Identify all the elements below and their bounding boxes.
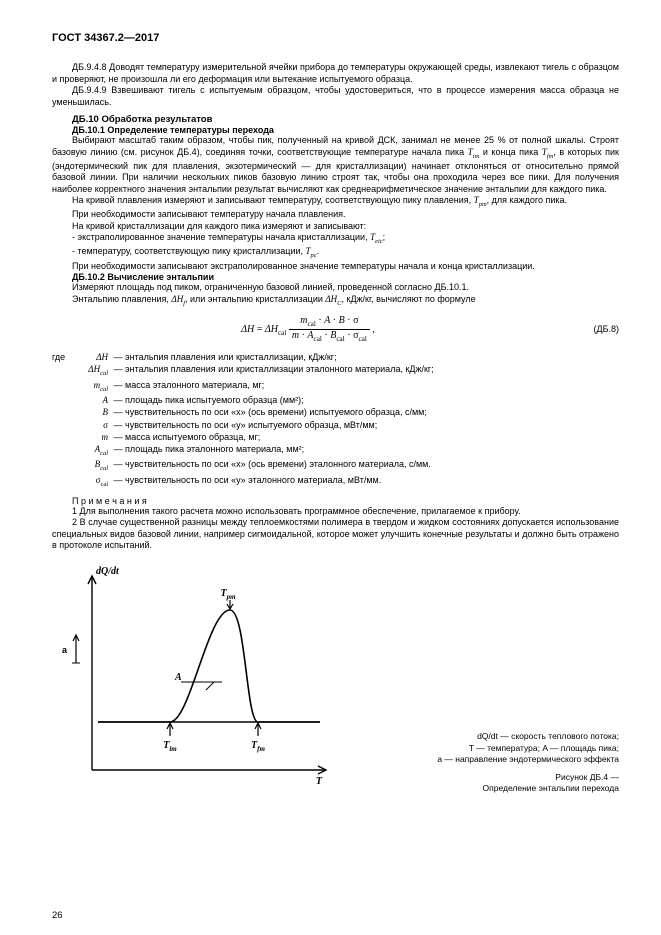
chart-container: dQ/dt T Tpm Tim Tfm Aa bbox=[52, 562, 340, 803]
def-text: чувствительность по оси «y» эталонного м… bbox=[125, 474, 619, 490]
caption-line: dQ/dt — скорость теплового потока; bbox=[350, 731, 619, 742]
def-symbol: B bbox=[74, 406, 111, 418]
notes-heading: П р и м е ч а н и я bbox=[52, 496, 619, 506]
svg-text:dQ/dt: dQ/dt bbox=[96, 566, 120, 577]
dash: — bbox=[111, 406, 125, 418]
para-db-10-1-b: На кривой плавления измеряют и записываю… bbox=[52, 195, 619, 209]
def-symbol: σ bbox=[74, 419, 111, 431]
dash: — bbox=[111, 474, 125, 490]
para-db-10-2-b: Энтальпию плавления, ΔHf, или энтальпию … bbox=[52, 294, 619, 308]
formula-expression: ΔH = ΔHcal mcal · A · B · σ m · Acal · B… bbox=[52, 316, 564, 343]
caption-line: a — направление эндотермического эффекта bbox=[350, 754, 619, 765]
def-symbol: ΔHcal bbox=[74, 363, 111, 379]
def-dH: где ΔH — энтальпия плавления или кристал… bbox=[52, 351, 619, 363]
heading-db-10-2: ДБ.10.2 Вычисление энтальпии bbox=[52, 272, 619, 282]
dash: — bbox=[111, 419, 125, 431]
dash: — bbox=[111, 351, 125, 363]
text: Энтальпию плавления, bbox=[72, 294, 171, 304]
def-text: чувствительность по оси «x» (ось времени… bbox=[125, 458, 619, 474]
def-text: энтальпия плавления или кристаллизации э… bbox=[125, 363, 619, 379]
para-db-10-1-e: При необходимости записывают экстраполир… bbox=[52, 261, 619, 273]
dash: — bbox=[111, 431, 125, 443]
svg-text:Tfm: Tfm bbox=[251, 740, 265, 753]
dash: — bbox=[111, 363, 125, 379]
note-1: 1 Для выполнения такого расчета можно ис… bbox=[52, 506, 619, 518]
dash: — bbox=[111, 443, 125, 459]
text: , кДж/кг, вычисляют по формуле bbox=[342, 294, 476, 304]
def-sigmacal: σcal — чувствительность по оси «y» этало… bbox=[52, 474, 619, 490]
figure-caption: dQ/dt — скорость теплового потока; T — т… bbox=[340, 562, 619, 803]
para-db-10-1-c: При необходимости записывают температуру… bbox=[52, 209, 619, 221]
def-symbol: σcal bbox=[74, 474, 111, 490]
svg-text:Tpm: Tpm bbox=[220, 588, 236, 601]
text: . bbox=[317, 246, 320, 256]
text: На кривой плавления измеряют и записываю… bbox=[72, 195, 474, 205]
text: , или энтальпию кристаллизации bbox=[185, 294, 325, 304]
standard-id: ГОСТ 34367.2—2017 bbox=[52, 32, 619, 44]
symbol-T-im: Tim bbox=[468, 147, 479, 157]
where-label: где bbox=[52, 351, 74, 363]
caption-line: T — температура; A — площадь пика; bbox=[350, 743, 619, 754]
dash: — bbox=[111, 458, 125, 474]
def-mcal: mcal — масса эталонного материала, мг; bbox=[52, 379, 619, 395]
para-db-10-1-d: На кривой кристаллизации для каждого пик… bbox=[52, 221, 619, 233]
svg-text:Tim: Tim bbox=[163, 740, 177, 753]
def-Acal: Acal — площадь пика эталонного материала… bbox=[52, 443, 619, 459]
note-2: 2 В случае существенной разницы между те… bbox=[52, 517, 619, 552]
def-text: чувствительность по оси «x» (ось времени… bbox=[125, 406, 619, 418]
def-symbol: Bcal bbox=[74, 458, 111, 474]
def-A: A — площадь пика испытуемого образца (мм… bbox=[52, 394, 619, 406]
symbol-T-eic: Teic bbox=[370, 232, 383, 242]
svg-text:A: A bbox=[174, 672, 182, 683]
text: и конца пика bbox=[479, 147, 542, 157]
figure-db-4: dQ/dt T Tpm Tim Tfm Aa dQ/dt — скорость тепло… bbox=[52, 562, 619, 803]
symbol-T-pc: Tpc bbox=[306, 246, 317, 256]
text: , для каждого пика. bbox=[487, 195, 567, 205]
def-sigma: σ — чувствительность по оси «y» испытуем… bbox=[52, 419, 619, 431]
def-text: площадь пика эталонного материала, мм²; bbox=[125, 443, 619, 459]
symbol-dHf: ΔHf bbox=[171, 294, 185, 304]
bullet-Tpc: - температуру, соответствующую пику крис… bbox=[52, 246, 619, 260]
def-m: m — масса испытуемого образца, мг; bbox=[52, 431, 619, 443]
formula-number: (ДБ.8) bbox=[564, 324, 619, 334]
definitions-list: где ΔH — энтальпия плавления или кристал… bbox=[52, 351, 619, 489]
text: - экстраполированное значение температур… bbox=[72, 232, 370, 242]
def-text: масса испытуемого образца, мг; bbox=[125, 431, 619, 443]
def-B: B — чувствительность по оси «x» (ось вре… bbox=[52, 406, 619, 418]
def-symbol: A bbox=[74, 394, 111, 406]
def-Bcal: Bcal — чувствительность по оси «x» (ось … bbox=[52, 458, 619, 474]
heading-db-10-1: ДБ.10.1 Определение температуры перехода bbox=[52, 125, 619, 135]
def-symbol: Acal bbox=[74, 443, 111, 459]
text: - температуру, соответствующую пику крис… bbox=[72, 246, 306, 256]
heading-db-10: ДБ.10 Обработка результатов bbox=[52, 114, 619, 125]
para-db-9-4-8: ДБ.9.4.8 Доводят температуру измерительн… bbox=[52, 62, 619, 85]
svg-text:a: a bbox=[62, 645, 68, 655]
symbol-dHc: ΔHC bbox=[325, 294, 341, 304]
para-db-10-2-a: Измеряют площадь под пиком, ограниченную… bbox=[52, 282, 619, 294]
para-db-9-4-9: ДБ.9.4.9 Взвешивают тигель с испытуемым … bbox=[52, 85, 619, 108]
para-db-10-1-a: Выбирают масштаб таким образом, чтобы пи… bbox=[52, 135, 619, 195]
def-dHcal: ΔHcal — энтальпия плавления или кристалл… bbox=[52, 363, 619, 379]
svg-text:T: T bbox=[316, 776, 323, 787]
def-text: площадь пика испытуемого образца (мм²); bbox=[125, 394, 619, 406]
def-text: энтальпия плавления или кристаллизации, … bbox=[125, 351, 619, 363]
figure-title-line2: Определение энтальпии перехода bbox=[350, 783, 619, 794]
symbol-T-fm: Tfm bbox=[542, 147, 553, 157]
def-symbol: m bbox=[74, 431, 111, 443]
def-symbol: ΔH bbox=[74, 351, 111, 363]
page-number: 26 bbox=[52, 910, 63, 921]
def-text: чувствительность по оси «y» испытуемого … bbox=[125, 419, 619, 431]
bullet-Teic: - экстраполированное значение температур… bbox=[52, 232, 619, 246]
figure-title-line1: Рисунок ДБ.4 — bbox=[350, 772, 619, 783]
def-symbol: mcal bbox=[74, 379, 111, 395]
dash: — bbox=[111, 379, 125, 395]
text: ; bbox=[383, 232, 386, 242]
dsc-peak-chart: dQ/dt T Tpm Tim Tfm Aa bbox=[52, 562, 340, 798]
dash: — bbox=[111, 394, 125, 406]
def-text: масса эталонного материала, мг; bbox=[125, 379, 619, 395]
symbol-T-pm: Tpm bbox=[474, 195, 487, 205]
formula-db-8: ΔH = ΔHcal mcal · A · B · σ m · Acal · B… bbox=[52, 316, 619, 343]
